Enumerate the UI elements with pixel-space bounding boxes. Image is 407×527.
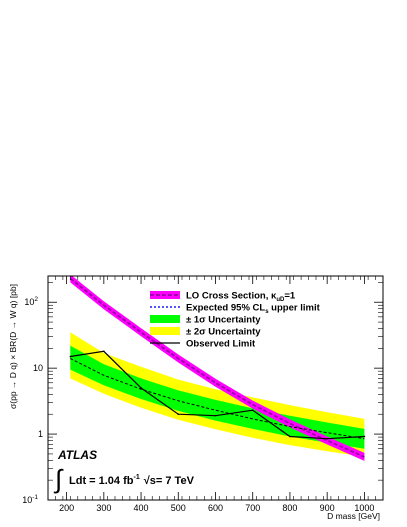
x-tick-label: 900 bbox=[320, 503, 335, 513]
observed-point bbox=[289, 435, 291, 438]
y-tick-label: 10-1 bbox=[22, 494, 38, 505]
x-tick-label: 500 bbox=[171, 503, 186, 513]
lumi-ldt-exp: -1 bbox=[134, 474, 140, 481]
observed-point bbox=[177, 413, 180, 416]
lumi-label: Ldt = 1.04 fb-1 √s= 7 TeV bbox=[69, 474, 195, 487]
lo-cross-section-line bbox=[69, 277, 365, 458]
expected-limit-line bbox=[70, 358, 365, 440]
observed-point bbox=[103, 350, 105, 353]
axes: 200 300 400 500 600 700 800 900 1000 10-1 1 10 102 bbox=[22, 275, 384, 513]
observed-point bbox=[214, 414, 217, 417]
legend-label-one-sigma: ± 1σ Uncertainty bbox=[186, 315, 261, 326]
observed-point bbox=[251, 409, 254, 412]
legend-swatch-one-sigma bbox=[150, 315, 180, 323]
x-axis-label: D mass [GeV] bbox=[327, 511, 380, 521]
legend-label-observed: Observed Limit bbox=[186, 339, 256, 350]
y-tick-label: 102 bbox=[24, 296, 38, 307]
lumi-sqrt: √ bbox=[144, 475, 151, 487]
observed-point bbox=[69, 355, 72, 358]
lumi-energy: s= 7 TeV bbox=[150, 475, 195, 487]
legend-swatch-two-sigma bbox=[150, 327, 180, 335]
x-tick-label: 300 bbox=[96, 503, 111, 513]
legend-label-two-sigma: ± 2σ Uncertainty bbox=[186, 327, 261, 338]
x-tick-label: 400 bbox=[134, 503, 149, 513]
lo-cross-section-band bbox=[70, 276, 365, 461]
legend-label-xsec: LO Cross Section, κuD=1 bbox=[186, 291, 296, 304]
y-tick-label: 1 bbox=[38, 429, 43, 439]
atlas-label: ATLAS bbox=[57, 448, 97, 462]
x-tick-label: 1000 bbox=[354, 503, 374, 513]
y-tick-label: 10 bbox=[33, 363, 43, 373]
limit-lines bbox=[69, 277, 366, 458]
legend-label-expected: Expected 95% CLs upper limit bbox=[186, 303, 321, 316]
observed-point bbox=[140, 387, 142, 389]
lumi-integral: ∫ bbox=[53, 464, 64, 494]
x-tick-label: 200 bbox=[59, 503, 74, 513]
lumi-ldt: Ldt = 1.04 fb bbox=[69, 475, 134, 487]
x-tick-label: 800 bbox=[282, 503, 297, 513]
x-tick-label: 600 bbox=[208, 503, 223, 513]
x-tick-label: 700 bbox=[245, 503, 260, 513]
observed-point bbox=[326, 437, 328, 440]
observed-point bbox=[363, 435, 366, 438]
y-axis-label: σ(pp → D q) × BR(D → W q) [pb] bbox=[8, 284, 18, 409]
annotations: ATLAS ∫ Ldt = 1.04 fb-1 √s= 7 TeV D mass … bbox=[8, 284, 380, 521]
